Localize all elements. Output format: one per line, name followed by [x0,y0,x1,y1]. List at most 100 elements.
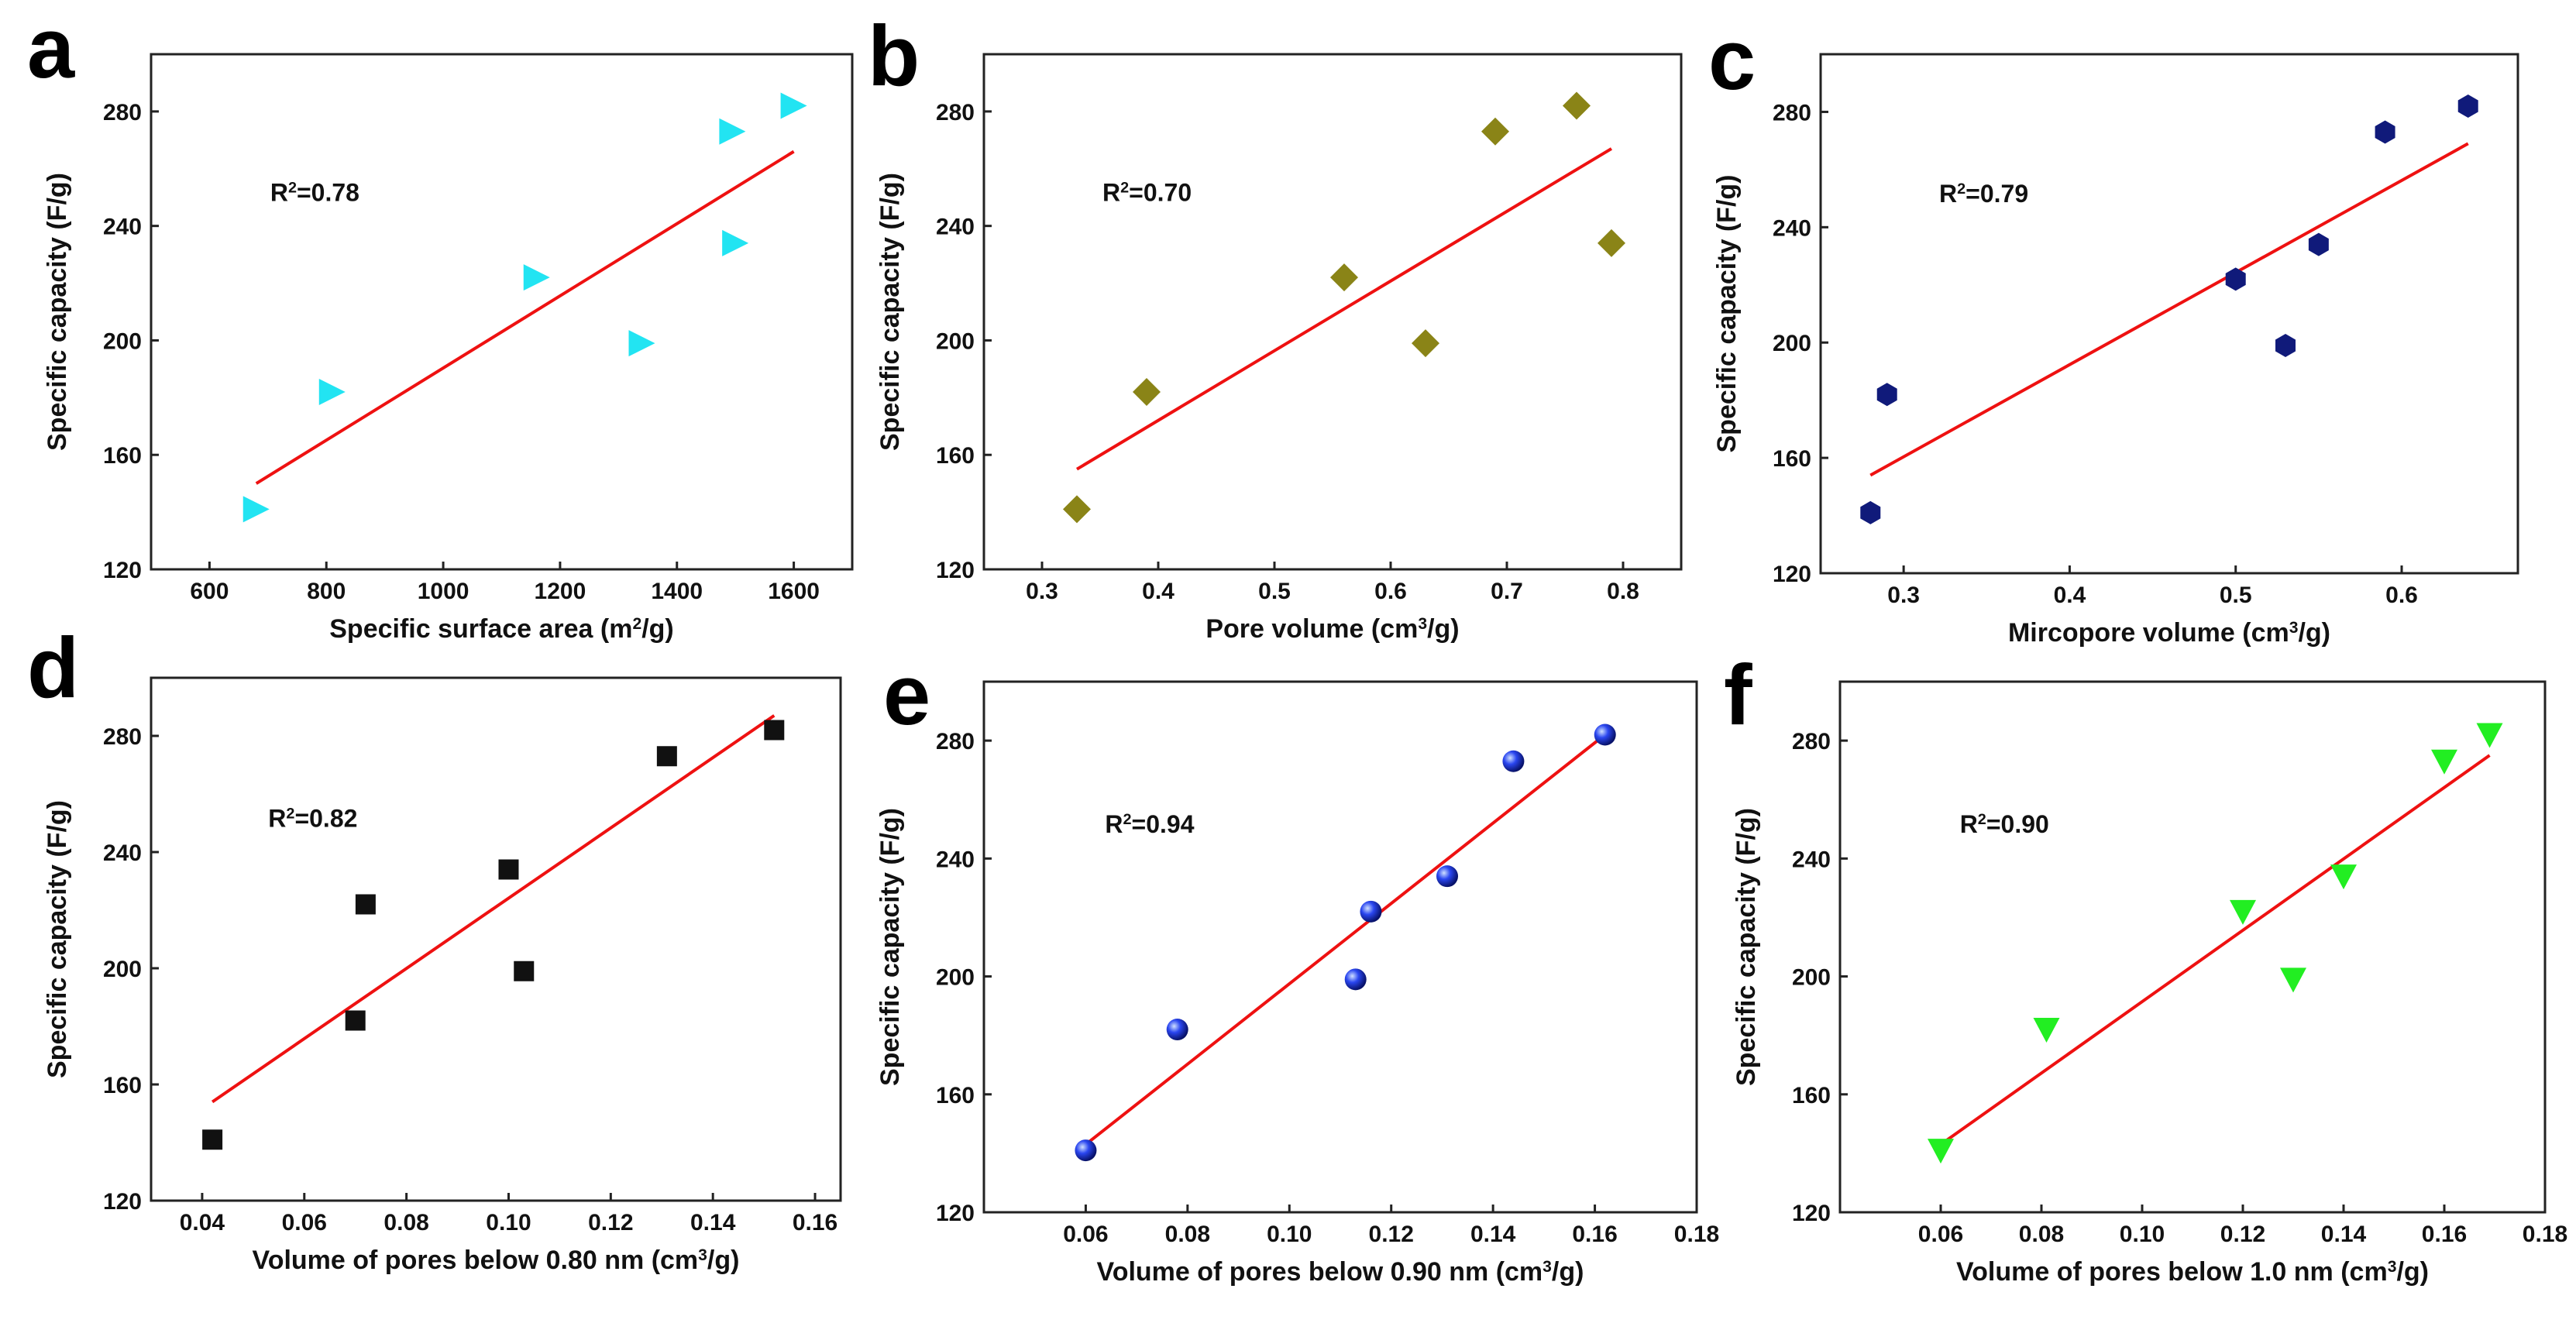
x-tick-label: 0.14 [2321,1222,2367,1247]
y-tick-label: 280 [936,100,975,125]
data-point [523,264,550,291]
panel-letter: f [1724,648,1752,743]
data-point [1360,900,1382,923]
x-tick-label: 0.18 [1674,1222,1719,1247]
linear-fit-line [1939,754,2491,1146]
data-point [1594,723,1616,746]
x-tick-label: 1200 [535,579,586,604]
y-tick-label: 160 [936,1083,975,1108]
x-tick-label: 0.14 [690,1210,736,1235]
y-tick-label: 120 [936,1201,975,1226]
x-tick-label: 0.16 [1572,1222,1617,1247]
y-tick-label: 240 [936,215,975,240]
x-tick-label: 1000 [418,579,469,604]
linear-fit-line [211,714,776,1104]
y-tick-label: 240 [103,215,142,240]
x-tick-label: 0.5 [2220,583,2252,608]
x-tick-label: 0.6 [2385,583,2418,608]
data-point [1928,1139,1954,1164]
data-point [2375,120,2395,144]
x-tick-label: 0.06 [282,1210,327,1235]
x-tick-label: 800 [307,579,346,604]
panel-letter: e [883,648,930,743]
plot-frame [1838,680,2547,1214]
data-point [2275,333,2296,357]
data-point [355,894,376,915]
y-tick-label: 200 [103,957,142,982]
r-squared-annotation: R2=0.82 [268,804,357,832]
x-tick-label: 0.16 [793,1210,837,1235]
y-axis-title: Specific capacity (F/g) [43,173,72,451]
panel-c: c 0.3 0.4 0.5 0.6 120 160 200 240 280 Mircopore vo… [1708,12,2519,648]
x-tick-label: 1600 [768,579,820,604]
data-point [1133,377,1161,406]
data-point [2280,967,2306,993]
y-tick-label: 280 [936,729,975,754]
panel-d: d 0.04 0.06 0.08 0.10 0.12 0.14 0.16 120 160 200 24… [27,620,842,1275]
data-point [764,720,785,741]
x-axis-title: Volume of pores below 0.90 nm (cm3/g) [1097,1257,1584,1287]
data-point [1598,229,1625,257]
r-squared-annotation: R2=0.78 [270,179,359,207]
data-point [1166,1019,1188,1041]
plot-frame [150,676,842,1202]
y-tick-label: 240 [1792,847,1831,872]
x-tick-label: 0.16 [2422,1222,2467,1247]
data-point [2033,1018,2060,1043]
data-point [1344,968,1367,991]
data-point [1481,117,1509,146]
data-point [1412,329,1439,358]
data-point [1436,865,1458,888]
panel-letter: b [868,9,920,104]
y-tick-label: 120 [103,1189,142,1215]
x-tick-label: 0.7 [1491,579,1523,604]
linear-fit-line [1085,733,1606,1146]
linear-fit-line [1869,142,2469,477]
x-axis-title: Volume of pores below 0.80 nm (cm3/g) [253,1246,740,1275]
data-point [498,859,519,880]
r-squared-annotation: R2=0.90 [1960,810,2049,838]
y-tick-label: 280 [103,724,142,750]
x-tick-label: 0.4 [1142,579,1175,604]
x-axis-title: Mircopore volume (cm3/g) [2008,618,2330,648]
x-tick-label: 0.12 [1369,1222,1414,1247]
x-tick-label: 0.08 [1165,1222,1210,1247]
x-tick-label: 0.4 [2054,583,2086,608]
x-tick-label: 0.08 [2019,1222,2064,1247]
data-point [1075,1139,1097,1162]
data-point [2431,749,2457,775]
plot-frame [150,53,854,571]
y-tick-label: 160 [103,443,142,469]
x-tick-label: 0.18 [2523,1222,2567,1247]
panel-e: e 0.06 0.08 0.10 0.12 0.14 0.16 0.18 120 160 200 24… [875,648,1719,1287]
y-tick-label: 160 [103,1073,142,1098]
data-point [2457,95,2478,118]
panel-letter: c [1708,12,1756,108]
data-point [2230,899,2256,925]
x-tick-label: 0.10 [486,1210,531,1235]
plot-frame [1819,53,2519,575]
y-tick-label: 120 [1773,562,1811,587]
data-point [2476,723,2503,748]
data-point [656,746,677,767]
data-point [1563,91,1591,120]
data-point [719,118,746,145]
x-tick-label: 0.14 [1470,1222,1516,1247]
x-tick-label: 0.12 [2220,1222,2265,1247]
data-point [2330,864,2357,890]
x-tick-label: 0.5 [1258,579,1291,604]
x-tick-label: 0.10 [2120,1222,2165,1247]
linear-fit-line [1075,147,1613,471]
y-tick-label: 120 [936,558,975,583]
x-tick-label: 0.8 [1607,579,1639,604]
data-point [722,229,749,256]
y-tick-label: 120 [103,558,142,583]
data-point [2308,232,2329,256]
x-tick-label: 0.10 [1267,1222,1312,1247]
panel-a: a 600 800 1000 1200 1400 1600 120 160 200 240 280 Sp… [27,1,854,644]
r-squared-annotation: R2=0.70 [1102,179,1192,207]
plot-frame [982,680,1698,1214]
y-tick-label: 200 [1773,331,1811,356]
panel-letter: a [27,1,75,96]
